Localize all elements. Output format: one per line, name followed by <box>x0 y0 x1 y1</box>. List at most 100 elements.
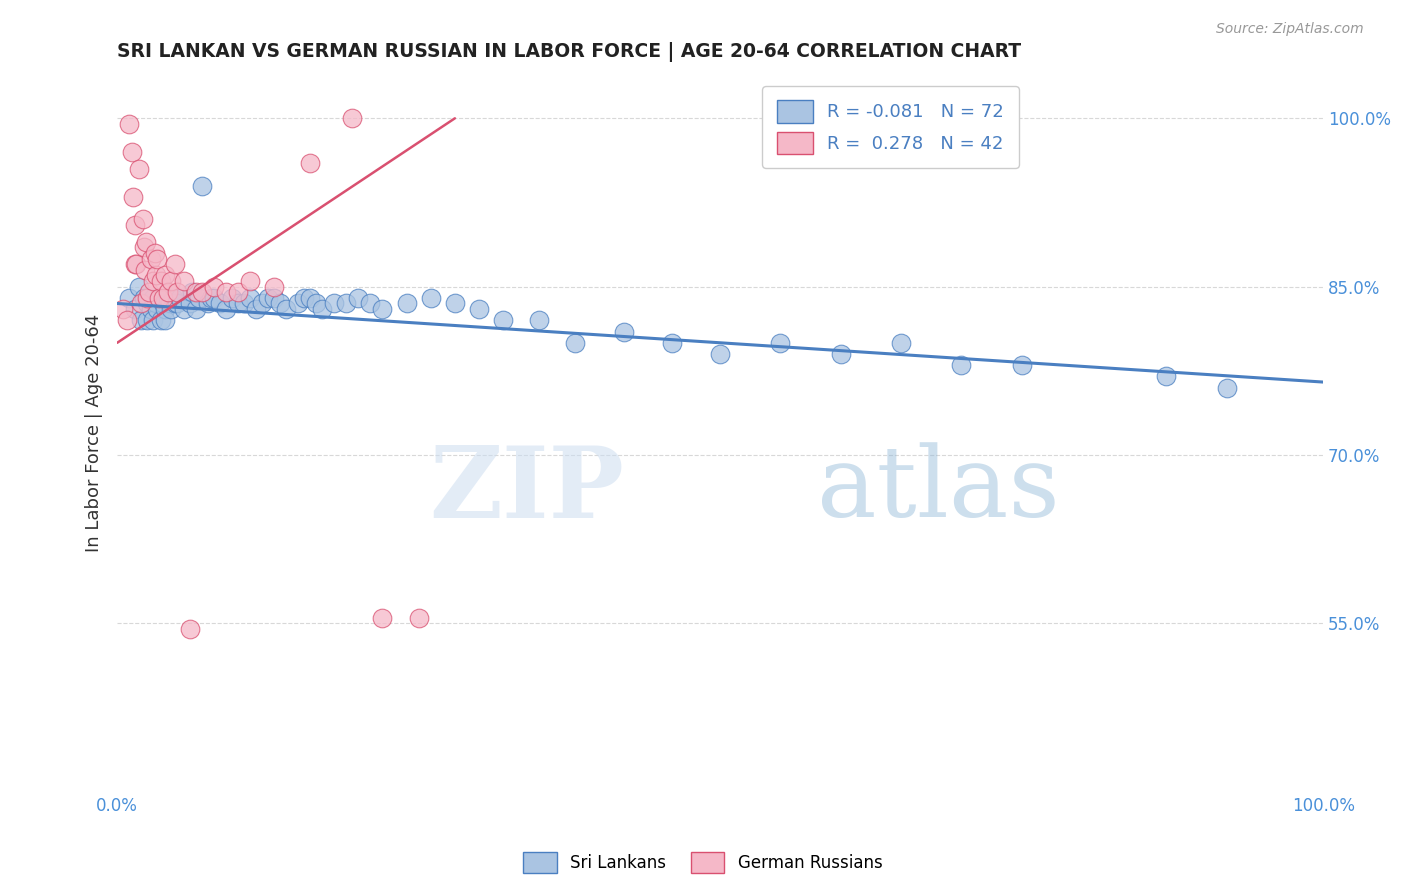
Point <box>232 296 254 310</box>
Point <box>121 190 143 204</box>
Point <box>371 611 394 625</box>
Point <box>245 302 267 317</box>
Point <box>468 302 491 317</box>
Point <box>152 291 174 305</box>
Point <box>287 296 309 310</box>
Point <box>263 279 285 293</box>
Point <box>239 274 262 288</box>
Point <box>226 285 249 300</box>
Point <box>179 622 201 636</box>
Point <box>347 291 370 305</box>
Point <box>395 296 418 310</box>
Point <box>134 262 156 277</box>
Point <box>138 285 160 300</box>
Point <box>311 302 333 317</box>
Point <box>146 252 169 266</box>
Point <box>564 335 586 350</box>
Point <box>124 218 146 232</box>
Point <box>359 296 381 310</box>
Legend: R = -0.081   N = 72, R =  0.278   N = 42: R = -0.081 N = 72, R = 0.278 N = 42 <box>762 86 1019 168</box>
Point <box>269 296 291 310</box>
Point <box>190 178 212 193</box>
Point <box>152 296 174 310</box>
Point <box>136 313 159 327</box>
Point <box>257 291 280 305</box>
Point <box>156 285 179 300</box>
Point <box>145 296 167 310</box>
Point <box>830 347 852 361</box>
Point <box>128 161 150 176</box>
Point <box>156 291 179 305</box>
Point <box>188 291 211 305</box>
Point <box>492 313 515 327</box>
Point <box>139 252 162 266</box>
Point <box>197 296 219 310</box>
Y-axis label: In Labor Force | Age 20-64: In Labor Force | Age 20-64 <box>86 313 103 551</box>
Point <box>613 325 636 339</box>
Point <box>184 302 207 317</box>
Point <box>135 235 157 249</box>
Point <box>250 296 273 310</box>
Point <box>166 285 188 300</box>
Point <box>709 347 731 361</box>
Point <box>139 302 162 317</box>
Point <box>323 296 346 310</box>
Point <box>292 291 315 305</box>
Point <box>136 291 159 305</box>
Point <box>274 302 297 317</box>
Text: atlas: atlas <box>817 442 1059 538</box>
Text: SRI LANKAN VS GERMAN RUSSIAN IN LABOR FORCE | AGE 20-64 CORRELATION CHART: SRI LANKAN VS GERMAN RUSSIAN IN LABOR FO… <box>117 42 1021 62</box>
Point <box>1215 381 1237 395</box>
Point <box>226 296 249 310</box>
Point <box>148 291 170 305</box>
Point <box>215 285 238 300</box>
Legend: Sri Lankans, German Russians: Sri Lankans, German Russians <box>517 846 889 880</box>
Point <box>299 291 322 305</box>
Point <box>166 296 188 310</box>
Point <box>173 302 195 317</box>
Point <box>208 296 231 310</box>
Point <box>131 212 153 227</box>
Point <box>121 145 143 159</box>
Point <box>890 335 912 350</box>
Point <box>118 291 141 305</box>
Point <box>142 291 165 305</box>
Point <box>115 313 138 327</box>
Point <box>132 240 155 254</box>
Point <box>165 257 187 271</box>
Point <box>769 335 792 350</box>
Point <box>184 285 207 300</box>
Point <box>148 291 170 305</box>
Point <box>444 296 467 310</box>
Point <box>221 291 243 305</box>
Point <box>132 291 155 305</box>
Point <box>419 291 441 305</box>
Point <box>181 285 204 300</box>
Point <box>149 313 172 327</box>
Point <box>215 302 238 317</box>
Point <box>155 268 177 283</box>
Point <box>950 358 973 372</box>
Point <box>160 302 183 317</box>
Point <box>136 296 159 310</box>
Point <box>305 296 328 310</box>
Point <box>125 257 148 271</box>
Point <box>118 117 141 131</box>
Point <box>200 291 222 305</box>
Point <box>124 257 146 271</box>
Point <box>155 302 177 317</box>
Point <box>529 313 551 327</box>
Point <box>1011 358 1033 372</box>
Point <box>190 285 212 300</box>
Point <box>335 296 357 310</box>
Point <box>131 296 153 310</box>
Point <box>408 611 430 625</box>
Text: Source: ZipAtlas.com: Source: ZipAtlas.com <box>1216 22 1364 37</box>
Point <box>112 302 135 317</box>
Point <box>165 296 187 310</box>
Point <box>145 268 167 283</box>
Point <box>299 156 322 170</box>
Point <box>202 279 225 293</box>
Point <box>169 291 191 305</box>
Point <box>155 313 177 327</box>
